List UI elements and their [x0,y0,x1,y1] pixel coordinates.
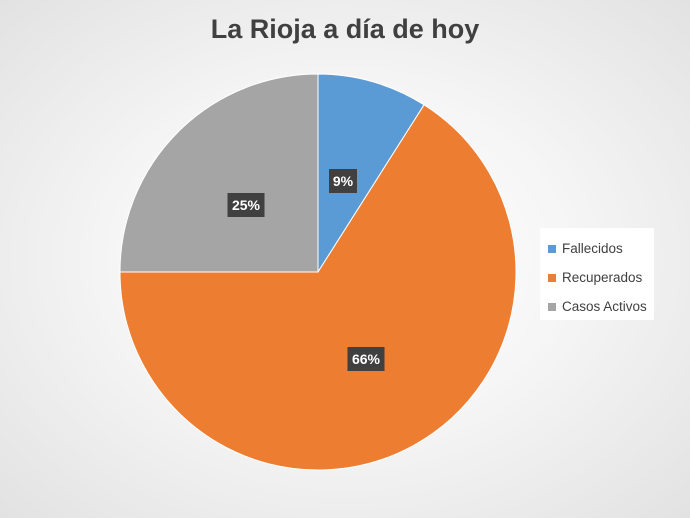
data-label-text-casos-activos: 25% [232,197,261,213]
data-label-box-casos-activos [227,193,265,217]
data-label-text-fallecidos: 9% [333,173,354,189]
pie-slice-fallecidos [317,73,425,274]
legend-item-fallecidos: Fallecidos [548,234,654,263]
legend-label-fallecidos: Fallecidos [562,241,623,256]
data-label-box-fallecidos [329,169,357,193]
legend-item-recuperados: Recuperados [548,263,654,292]
legend-swatch-fallecidos [548,244,556,253]
data-labels: 9% 66% 25% [227,169,385,371]
legend-label-recuperados: Recuperados [562,270,643,285]
legend-swatch-recuperados [548,273,556,282]
data-label-box-recuperados [347,347,385,371]
chart-title: La Rioja a día de hoy [210,14,480,44]
pie-slice-casos-activos [119,73,319,273]
legend: Fallecidos Recuperados Casos Activos [540,228,654,320]
data-label-text-recuperados: 66% [352,351,381,367]
legend-label-casos-activos: Casos Activos [562,299,647,314]
legend-item-casos-activos: Casos Activos [548,292,654,321]
data-label-fallecidos: 9% [329,169,357,193]
pie-slices [119,73,517,471]
data-label-casos-activos: 25% [227,193,265,217]
data-label-recuperados: 66% [347,347,385,371]
pie-slice-recuperados [119,104,517,471]
legend-swatch-casos-activos [548,302,556,311]
